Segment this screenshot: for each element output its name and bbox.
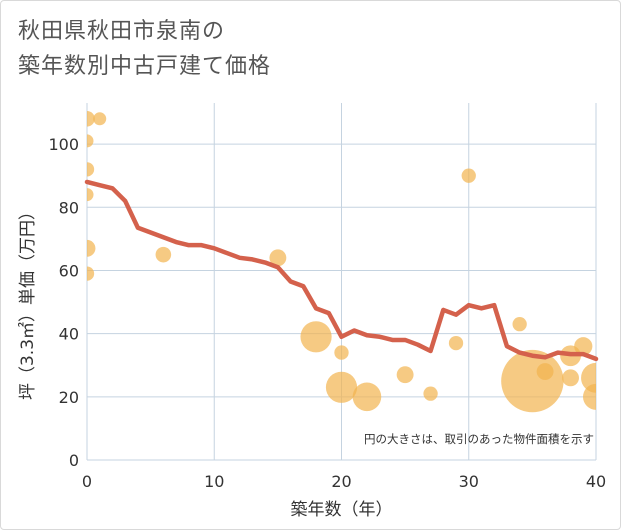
y-tick-label-2: 40: [59, 325, 79, 344]
title-line-1: 秋田県秋田市泉南の: [18, 19, 226, 44]
x-tick-label-4: 40: [586, 472, 606, 491]
scatter-point-10: [334, 345, 349, 360]
scatter-point-1: [93, 112, 107, 126]
x-tick-label-3: 30: [459, 472, 479, 491]
scatter-point-6: [87, 266, 95, 281]
chart-title: 秋田県秋田市泉南の 築年数別中古戸建て価格: [18, 14, 271, 84]
scatter-point-2: [87, 134, 94, 148]
x-tick-label-1: 10: [204, 472, 224, 491]
scatter-point-18: [501, 349, 564, 413]
scatter-point-13: [396, 366, 414, 384]
scatter-point-14: [423, 386, 438, 401]
x-tick-label-2: 20: [331, 472, 351, 491]
scatter-point-5: [87, 239, 96, 257]
scatter-point-0: [87, 110, 95, 127]
y-tick-label-3: 60: [59, 261, 79, 280]
title-line-2: 築年数別中古戸建て価格: [18, 54, 272, 79]
trend-line-group: [84, 179, 599, 362]
tick-labels: 0 20 40 60 80 100 0 10 20 30 40: [48, 135, 606, 491]
scatter-point-21: [562, 369, 579, 387]
y-tick-label-1: 20: [59, 388, 79, 407]
bubble-clip-group: [87, 110, 596, 413]
scatter-bubbles: [87, 110, 596, 413]
scatter-point-12: [352, 382, 382, 412]
scatter-point-19: [536, 363, 554, 380]
scatter-point-24: [583, 383, 596, 410]
scatter-point-9: [300, 321, 332, 353]
y-tick-label-0: 0: [69, 451, 79, 470]
y-tick-label-4: 80: [59, 198, 79, 217]
scatter-point-8: [269, 249, 287, 267]
x-tick-label-0: 0: [82, 472, 92, 491]
scatter-point-17: [512, 317, 527, 332]
trend-line: [84, 179, 599, 362]
y-axis-label: 坪（3.3㎡）単価（万円）: [18, 203, 38, 400]
y-tick-label-5: 100: [48, 135, 79, 154]
scatter-point-7: [155, 246, 172, 263]
scatter-point-22: [574, 337, 593, 356]
scatter-point-4: [87, 188, 94, 202]
size-note: 円の大きさは、取引のあった物件面積を示す: [364, 432, 594, 446]
scatter-point-11: [325, 371, 358, 403]
x-axis-label: 築年数（年）: [291, 500, 393, 520]
scatter-point-16: [461, 168, 476, 183]
scatter-point-3: [87, 162, 95, 177]
scatter-point-15: [448, 335, 464, 351]
